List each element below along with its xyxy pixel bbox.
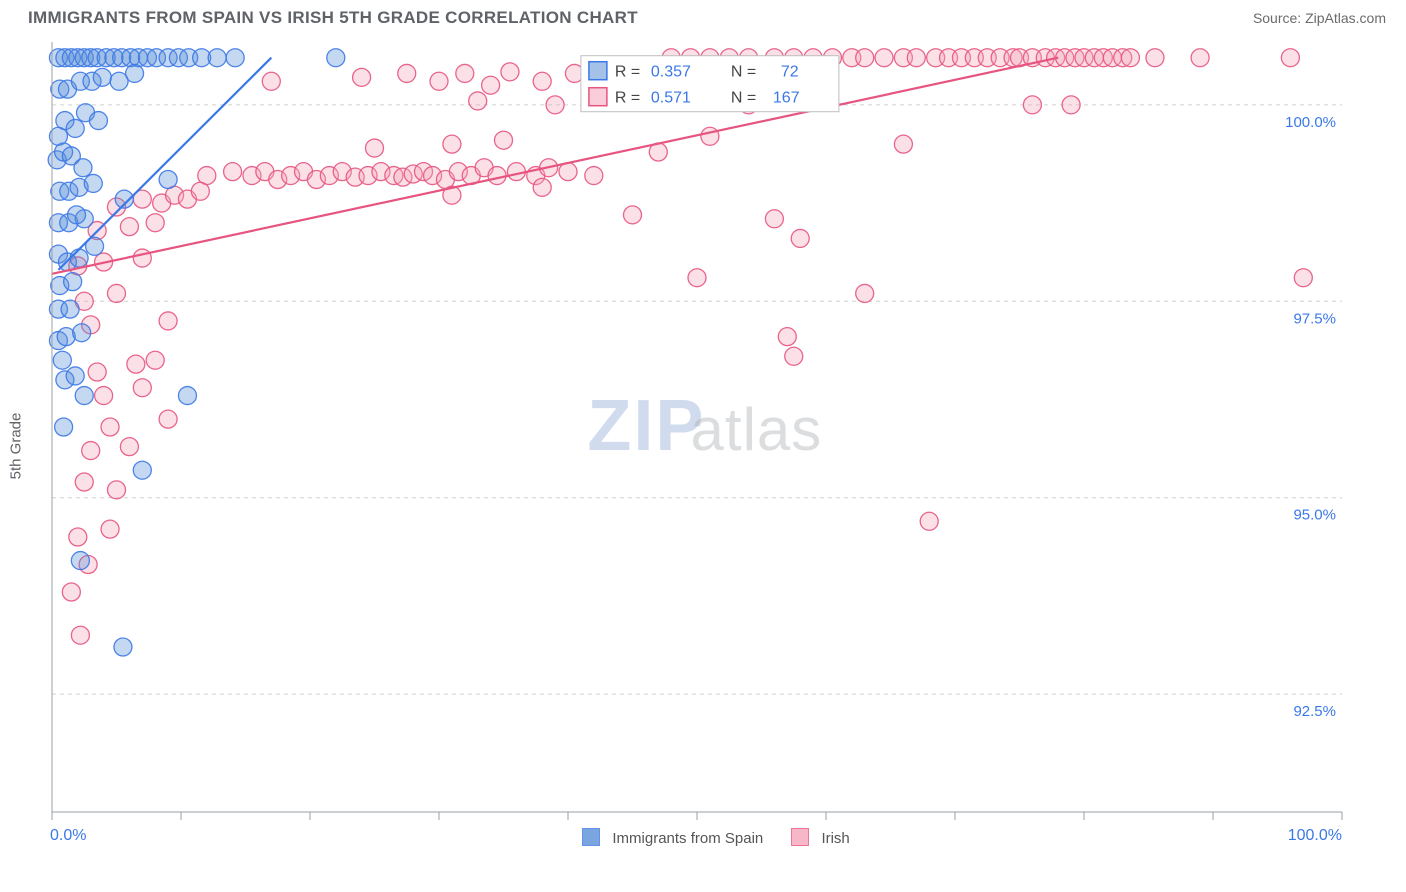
svg-text:ZIP: ZIP: [587, 386, 705, 466]
svg-text:R =: R =: [615, 90, 640, 107]
svg-text:atlas: atlas: [691, 396, 823, 463]
bottom-legend: Immigrants from Spain Irish: [46, 828, 1386, 847]
svg-text:0.571: 0.571: [651, 90, 691, 107]
svg-text:100.0%: 100.0%: [1285, 114, 1336, 131]
legend-label-irish: Irish: [821, 830, 849, 847]
svg-text:92.5%: 92.5%: [1293, 703, 1336, 720]
chart-header: IMMIGRANTS FROM SPAIN VS IRISH 5TH GRADE…: [0, 0, 1406, 32]
source-link[interactable]: ZipAtlas.com: [1305, 10, 1386, 26]
svg-text:N =: N =: [731, 90, 756, 107]
svg-text:167: 167: [773, 90, 800, 107]
svg-text:97.5%: 97.5%: [1293, 310, 1336, 327]
svg-text:72: 72: [781, 64, 799, 81]
svg-text:95.0%: 95.0%: [1293, 507, 1336, 524]
svg-text:N =: N =: [731, 64, 756, 81]
svg-text:0.357: 0.357: [651, 64, 691, 81]
legend-swatch-spain: [582, 828, 600, 846]
scatter-chart: 92.5%95.0%97.5%100.0%ZIPatlas0.0%100.0%R…: [46, 36, 1386, 856]
legend-label-spain: Immigrants from Spain: [612, 830, 763, 847]
source-prefix: Source:: [1253, 10, 1301, 26]
chart-title: IMMIGRANTS FROM SPAIN VS IRISH 5TH GRADE…: [28, 8, 638, 28]
svg-text:R =: R =: [615, 64, 640, 81]
legend-item-irish: Irish: [791, 828, 850, 847]
chart-source: Source: ZipAtlas.com: [1253, 10, 1386, 26]
legend-swatch-irish: [791, 828, 809, 846]
legend-item-spain: Immigrants from Spain: [582, 828, 763, 847]
chart-container: 5th Grade 92.5%95.0%97.5%100.0%ZIPatlas0…: [46, 36, 1386, 856]
y-axis-label: 5th Grade: [8, 413, 25, 480]
